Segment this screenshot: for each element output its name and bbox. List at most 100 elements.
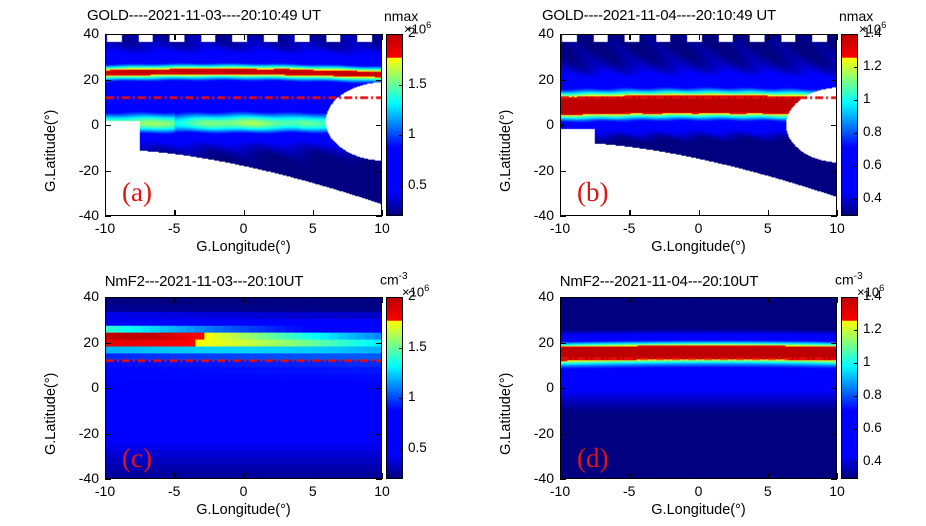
x-tick-label: 0 bbox=[694, 220, 703, 236]
y-tick-mark-right bbox=[376, 34, 382, 36]
x-tick-label: 10 bbox=[374, 483, 390, 499]
x-tick-mark-top bbox=[698, 34, 700, 40]
panel-b-heatmap bbox=[561, 35, 836, 215]
colorbar-tick-mark bbox=[399, 398, 403, 400]
x-tick-mark bbox=[629, 473, 631, 479]
panel-a-title: GOLD----2021-11-03----20:10:49 UT bbox=[86, 7, 322, 24]
panel-a-plot-area bbox=[105, 34, 382, 216]
panel-c-colorbar: cm-3 ×106 2 1.5 1 0.5 bbox=[380, 271, 463, 479]
x-tick-label: 5 bbox=[308, 483, 317, 499]
x-tick-mark-top bbox=[312, 34, 315, 40]
x-tick-mark bbox=[560, 210, 562, 216]
colorbar-tick-label: 1 bbox=[863, 91, 871, 107]
panel-b-colorbar-gradient bbox=[841, 34, 858, 216]
panel-c-colorbar-unit-base: cm bbox=[380, 271, 399, 288]
y-tick-mark bbox=[105, 79, 111, 81]
x-tick-mark bbox=[837, 210, 839, 216]
panel-b: GOLD----2021-11-04----20:10:49 UT (b) nm… bbox=[463, 0, 926, 263]
y-tick-label: -20 bbox=[533, 424, 554, 441]
colorbar-tick-mark bbox=[399, 347, 403, 349]
y-tick-label: 0 bbox=[546, 116, 554, 132]
y-tick-mark bbox=[560, 34, 566, 36]
colorbar-tick-mark bbox=[399, 34, 403, 35]
panel-c-title: NmF2---2021-11-03---20:10UT bbox=[104, 273, 304, 290]
x-tick-label: 10 bbox=[374, 220, 390, 236]
colorbar-tick-label: 0.4 bbox=[863, 453, 882, 469]
x-tick-mark bbox=[382, 210, 384, 216]
y-tick-mark-right bbox=[831, 297, 837, 299]
x-tick-label: 10 bbox=[829, 483, 845, 499]
colorbar-tick-mark bbox=[399, 448, 403, 450]
colorbar-tick-mark bbox=[399, 135, 403, 137]
y-tick-mark-right bbox=[376, 79, 382, 81]
y-tick-label: -20 bbox=[533, 161, 554, 178]
colorbar-tick-label: 0.5 bbox=[408, 176, 427, 192]
y-tick-label: 0 bbox=[91, 116, 99, 132]
y-tick-mark bbox=[105, 170, 111, 172]
x-tick-mark-top bbox=[560, 297, 562, 303]
y-tick-mark-right bbox=[376, 297, 382, 299]
x-tick-label: 5 bbox=[763, 483, 772, 499]
x-tick-mark bbox=[837, 473, 839, 479]
x-axis-title: G.Longitude(°) bbox=[651, 239, 746, 255]
panel-b-tag: (b) bbox=[577, 177, 609, 207]
y-tick-mark bbox=[560, 216, 566, 218]
x-tick-label: 10 bbox=[829, 220, 845, 236]
x-tick-mark bbox=[312, 473, 315, 479]
y-tick-label: -20 bbox=[78, 424, 99, 441]
colorbar-tick-mark bbox=[854, 67, 858, 69]
colorbar-tick-mark bbox=[399, 84, 403, 86]
x-tick-mark bbox=[767, 473, 770, 479]
y-axis-title: G.Latitude(°) bbox=[43, 109, 59, 192]
y-tick-mark-right bbox=[831, 79, 837, 81]
y-tick-label: 0 bbox=[546, 379, 554, 395]
colorbar-tick-mark bbox=[399, 185, 403, 187]
x-tick-mark-top bbox=[174, 297, 176, 303]
panel-d-colorbar-exponent: ×106 bbox=[857, 283, 885, 300]
colorbar-tick-mark bbox=[854, 429, 858, 431]
colorbar-tick-mark bbox=[854, 133, 858, 135]
panel-b-colorbar-unit: nmax bbox=[839, 8, 874, 24]
y-tick-mark-right bbox=[831, 216, 837, 218]
y-tick-label: 20 bbox=[83, 333, 99, 350]
colorbar-tick-label: 1.4 bbox=[863, 288, 882, 303]
x-axis-title: G.Longitude(°) bbox=[196, 502, 291, 518]
panel-c-colorbar-unit-exp: -3 bbox=[398, 271, 408, 282]
x-tick-mark-top bbox=[767, 34, 770, 40]
x-tick-mark-top bbox=[105, 297, 107, 303]
panel-d-colorbar-unit-exp: -3 bbox=[853, 271, 863, 282]
colorbar-tick-mark bbox=[854, 396, 858, 398]
x-tick-mark-top bbox=[629, 34, 631, 40]
y-tick-label: -40 bbox=[533, 470, 554, 486]
panel-d: NmF2---2021-11-04---20:10UT (d) cm-3 ×10… bbox=[463, 263, 926, 526]
colorbar-tick-mark bbox=[854, 199, 858, 201]
x-tick-mark-top bbox=[837, 297, 839, 303]
y-tick-label: 40 bbox=[83, 288, 99, 304]
y-tick-mark bbox=[560, 342, 566, 344]
panel-a-heatmap bbox=[106, 35, 381, 215]
y-tick-mark-right bbox=[376, 216, 382, 218]
y-tick-label: -40 bbox=[78, 207, 99, 223]
colorbar-tick-label: 0.5 bbox=[408, 439, 427, 455]
y-tick-mark-right bbox=[831, 479, 837, 481]
panel-b-plot-area bbox=[560, 34, 837, 216]
y-tick-mark-right bbox=[376, 342, 382, 344]
x-tick-mark bbox=[243, 473, 245, 479]
x-tick-mark bbox=[382, 473, 384, 479]
panel-d-colorbar-unit-base: cm bbox=[835, 271, 854, 288]
x-tick-label: -10 bbox=[549, 220, 571, 236]
y-tick-label: 40 bbox=[83, 25, 99, 41]
panel-d-heatmap bbox=[561, 298, 836, 478]
panel-a-colorbar: nmax ×106 2 1.5 1 0.5 bbox=[384, 8, 463, 216]
x-tick-mark-top bbox=[560, 34, 562, 40]
y-tick-label: 20 bbox=[83, 70, 99, 87]
x-tick-label: 0 bbox=[239, 483, 248, 499]
colorbar-tick-label: 0.6 bbox=[863, 420, 882, 436]
x-tick-label: 5 bbox=[308, 220, 317, 236]
x-tick-mark-top bbox=[837, 34, 839, 40]
x-tick-label: -5 bbox=[168, 220, 181, 236]
y-tick-mark bbox=[105, 342, 111, 344]
panel-c-colorbar-unit: cm-3 bbox=[380, 271, 408, 288]
y-tick-mark bbox=[105, 388, 111, 390]
x-tick-mark-top bbox=[698, 297, 700, 303]
